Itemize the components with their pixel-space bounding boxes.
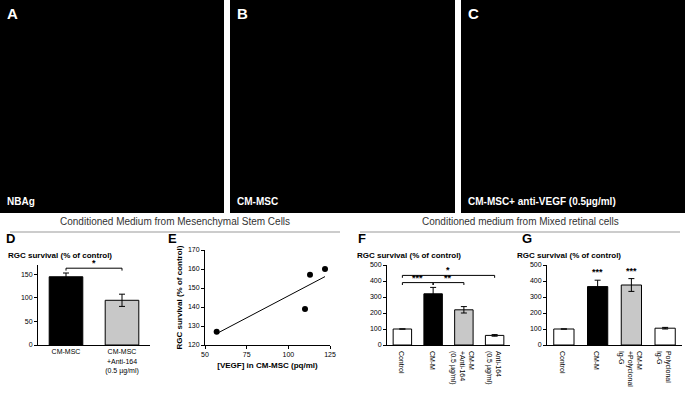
svg-text:**: **: [444, 273, 452, 283]
svg-text:CM-MSC: CM-MSC: [52, 348, 81, 355]
svg-text:160: 160: [188, 265, 200, 272]
svg-text:CM-M+PolyclonalIg-G: CM-M+PolyclonalIg-G: [617, 351, 643, 387]
svg-text:*: *: [92, 258, 96, 268]
svg-text:NBAg: NBAg: [7, 196, 35, 207]
svg-text:F: F: [358, 231, 366, 246]
svg-text:PolyclonalIg-G: PolyclonalIg-G: [655, 351, 672, 383]
svg-text:CM-M: CM-M: [593, 351, 600, 370]
svg-text:140: 140: [188, 303, 200, 310]
svg-text:150: 150: [21, 271, 33, 278]
svg-text:50: 50: [201, 351, 209, 358]
svg-text:RGC survival (% of control): RGC survival (% of control): [8, 251, 112, 260]
svg-text:***: ***: [592, 267, 603, 277]
svg-text:170: 170: [188, 246, 200, 253]
svg-text:A: A: [7, 5, 18, 22]
svg-text:***: ***: [412, 273, 423, 283]
svg-text:CM-M: CM-M: [429, 351, 436, 370]
svg-text:200: 200: [530, 309, 542, 316]
svg-text:130: 130: [188, 322, 200, 329]
svg-text:*: *: [446, 265, 450, 275]
svg-text:***: ***: [626, 266, 637, 276]
svg-text:200: 200: [370, 309, 382, 316]
svg-text:100: 100: [21, 294, 33, 301]
svg-text:Conditioned medium from Mixed: Conditioned medium from Mixed retinal ce…: [422, 216, 619, 227]
svg-text:CM-MSC+Anti-164(0.5 µg/ml): CM-MSC+Anti-164(0.5 µg/ml): [105, 348, 139, 374]
svg-text:[VEGF] in CM-MSC (pq/ml): [VEGF] in CM-MSC (pq/ml): [217, 361, 318, 370]
svg-text:RGC survival (% of control): RGC survival (% of control): [517, 251, 621, 260]
svg-text:120: 120: [188, 341, 200, 348]
svg-text:CM-MSC+ anti-VEGF (0.5µg/ml): CM-MSC+ anti-VEGF (0.5µg/ml): [468, 196, 616, 207]
svg-text:100: 100: [370, 325, 382, 332]
svg-text:Anti-164(0.5 µg/ml): Anti-164(0.5 µg/ml): [485, 351, 502, 385]
svg-text:50: 50: [25, 318, 33, 325]
svg-text:150: 150: [188, 284, 200, 291]
svg-text:300: 300: [370, 293, 382, 300]
svg-text:0: 0: [378, 341, 382, 348]
svg-text:RGC survival (% of control): RGC survival (% of control): [175, 245, 184, 349]
svg-text:Control: Control: [559, 351, 566, 374]
svg-text:G: G: [522, 231, 532, 246]
svg-text:D: D: [6, 231, 15, 246]
svg-text:100: 100: [282, 351, 294, 358]
svg-text:RGC survival (% of control): RGC survival (% of control): [357, 251, 461, 260]
svg-text:100: 100: [530, 325, 542, 332]
svg-text:400: 400: [370, 277, 382, 284]
svg-text:500: 500: [530, 261, 542, 268]
svg-text:500: 500: [370, 261, 382, 268]
svg-text:CM-M+Anti-164(0.5 µg/ml): CM-M+Anti-164(0.5 µg/ml): [449, 351, 475, 385]
svg-text:0: 0: [29, 341, 33, 348]
svg-text:125: 125: [324, 351, 336, 358]
svg-text:Control: Control: [398, 351, 405, 374]
svg-text:CM-MSC: CM-MSC: [237, 196, 278, 207]
svg-text:0: 0: [538, 341, 542, 348]
svg-text:75: 75: [243, 351, 251, 358]
svg-text:Conditioned Medium from Mesenc: Conditioned Medium from Mesenchymal Stem…: [60, 216, 290, 227]
svg-text:E: E: [168, 231, 177, 246]
svg-text:C: C: [468, 5, 479, 22]
svg-text:300: 300: [530, 293, 542, 300]
svg-text:400: 400: [530, 277, 542, 284]
svg-text:B: B: [237, 5, 248, 22]
